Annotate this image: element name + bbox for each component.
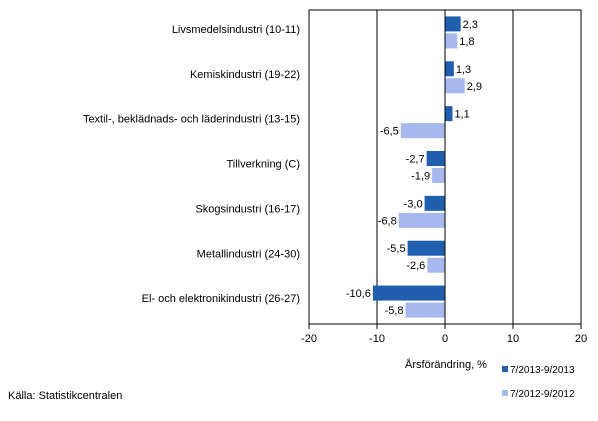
bar <box>432 168 445 183</box>
x-axis-title: Årsförändring, % <box>405 358 487 371</box>
bar <box>372 285 445 301</box>
bar <box>424 195 445 211</box>
legend-swatch <box>502 390 508 396</box>
x-axis-ticks: -20 -10 0 10 20 <box>301 324 587 345</box>
category-label: Metallindustri (24-30) <box>197 248 300 260</box>
bar <box>405 302 445 318</box>
x-tick-label: -20 <box>301 333 317 345</box>
legend-swatch <box>502 366 508 372</box>
legend: 7/2013-9/2013 7/2012-9/2012 <box>502 365 575 400</box>
data-label: 2,3 <box>463 19 478 31</box>
bar <box>400 123 445 139</box>
data-label: -2,6 <box>406 260 425 272</box>
bars <box>372 10 465 324</box>
x-tick-label: 0 <box>442 333 448 345</box>
bar <box>445 106 453 122</box>
x-tick-label: -10 <box>369 333 385 345</box>
x-tick-label: 20 <box>575 333 587 345</box>
category-label: Kemiskindustri (19-22) <box>190 69 300 81</box>
data-label: -6,5 <box>380 126 399 138</box>
bar <box>445 61 454 77</box>
bar <box>407 240 445 256</box>
source-note: Källa: Statistikcentralen <box>8 390 123 402</box>
category-label: Tillverkning (C) <box>226 159 300 171</box>
data-label: -1,9 <box>411 171 430 183</box>
legend-label: 7/2012-9/2012 <box>510 389 575 400</box>
category-label: Livsmedelsindustri (10-11) <box>172 24 300 36</box>
bar <box>445 33 458 49</box>
data-label: -10,6 <box>346 288 371 300</box>
data-label: -5,5 <box>387 243 406 255</box>
bar <box>398 212 445 228</box>
category-label: Textil-, beklädnads- och läderindustri (… <box>83 114 300 126</box>
value-labels: 2,31,81,32,91,1-6,5-2,7-1,9-3,0-6,8-5,5-… <box>346 19 482 317</box>
x-tick-label: 10 <box>507 333 519 345</box>
data-label: 1,1 <box>454 109 469 121</box>
bar <box>445 16 461 32</box>
legend-label: 7/2013-9/2013 <box>510 365 575 376</box>
data-label: -2,7 <box>406 154 425 166</box>
bar <box>445 78 465 94</box>
category-label: El- och elektronikindustri (26-27) <box>142 293 300 305</box>
category-label: Skogsindustri (16-17) <box>195 203 300 215</box>
category-labels: Livsmedelsindustri (10-11) Kemiskindustri… <box>83 24 300 305</box>
data-label: -6,8 <box>378 215 397 227</box>
data-label: -3,0 <box>404 198 423 210</box>
data-label: 1,8 <box>459 36 474 48</box>
bar <box>426 151 445 166</box>
data-label: 1,3 <box>456 64 471 76</box>
data-label: 2,9 <box>467 81 482 93</box>
data-label: -5,8 <box>385 305 404 317</box>
bar <box>427 257 445 273</box>
